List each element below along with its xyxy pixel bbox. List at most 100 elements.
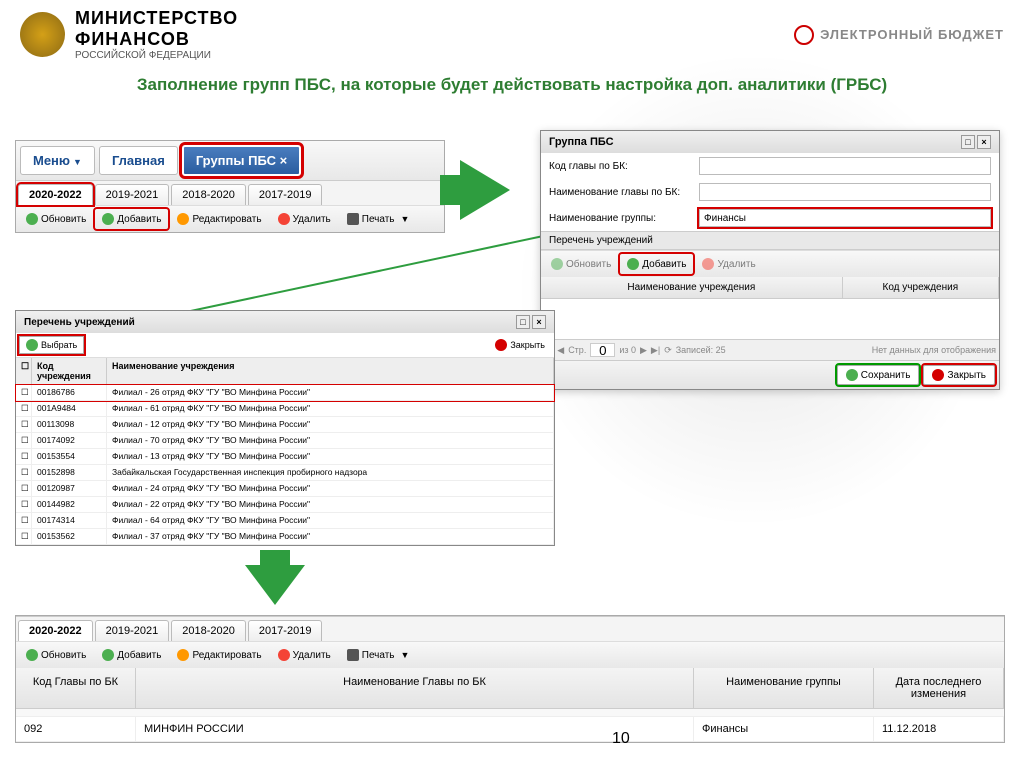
print-button-d[interactable]: Печать▼: [340, 645, 417, 665]
institutions-section-title: Перечень учреждений: [541, 231, 999, 250]
print-icon: [347, 213, 359, 225]
label-group-name: Наименование группы:: [549, 213, 699, 224]
menu-button[interactable]: Меню▼: [20, 146, 95, 175]
nav-panel: Меню▼ Главная Группы ПБС × 2020-2022 201…: [15, 140, 445, 233]
refresh-button[interactable]: Обновить: [19, 209, 93, 229]
tab-2020-2022[interactable]: 2020-2022: [18, 184, 93, 205]
res-col-code: Код Главы по БК: [16, 668, 136, 708]
input-code-bk[interactable]: [699, 157, 991, 175]
close-button-c[interactable]: Закрыть: [489, 337, 551, 353]
home-button[interactable]: Главная: [99, 146, 178, 175]
delete-button-d[interactable]: Удалить: [271, 645, 338, 665]
edit-button[interactable]: Редактировать: [170, 209, 268, 229]
result-row[interactable]: 092 МИНФИН РОССИИ Финансы 11.12.2018: [16, 717, 1004, 742]
institution-row[interactable]: ☐00153562Филиал - 37 отряд ФКУ "ГУ "ВО М…: [16, 529, 554, 545]
add-icon: [102, 213, 114, 225]
col-inst-name: Наименование учреждения: [541, 277, 843, 298]
close-icon[interactable]: ×: [977, 135, 991, 149]
delete-button-b[interactable]: Удалить: [695, 254, 762, 274]
institution-row[interactable]: ☐00153554Филиал - 13 отряд ФКУ "ГУ "ВО М…: [16, 449, 554, 465]
institution-row[interactable]: ☐00152898Забайкальская Государственная и…: [16, 465, 554, 481]
col-name: Наименование учреждения: [107, 358, 554, 384]
res-col-name: Наименование Главы по БК: [136, 668, 694, 708]
ministry-emblem-icon: [20, 12, 65, 57]
add-button-b[interactable]: Добавить: [620, 254, 693, 274]
close-button[interactable]: Закрыть: [923, 365, 995, 385]
pager: |◀◀ Стр. из 0 ▶▶|⟳ Записей: 25 Нет данны…: [541, 339, 999, 360]
input-name-bk[interactable]: [699, 183, 991, 201]
res-code: 092: [16, 717, 136, 741]
save-button[interactable]: Сохранить: [837, 365, 920, 385]
institution-row[interactable]: ☐001А9484Филиал - 61 отряд ФКУ "ГУ "ВО М…: [16, 401, 554, 417]
tab-2019-2021[interactable]: 2019-2021: [95, 184, 170, 205]
result-panel: 2020-2022 2019-2021 2018-2020 2017-2019 …: [15, 615, 1005, 743]
close-icon[interactable]: ×: [532, 315, 546, 329]
res-col-date: Дата последнего изменения: [874, 668, 1004, 708]
tab-d-2019[interactable]: 2019-2021: [95, 620, 170, 641]
input-group-name[interactable]: [699, 209, 991, 227]
refresh-icon: [26, 649, 38, 661]
ok-icon: [846, 369, 858, 381]
refresh-icon: [551, 258, 563, 270]
maximize-icon[interactable]: □: [516, 315, 530, 329]
tab-d-2020[interactable]: 2020-2022: [18, 620, 93, 641]
checkbox-all[interactable]: ☐: [16, 358, 32, 384]
tab-d-2017[interactable]: 2017-2019: [248, 620, 323, 641]
inst-dialog-title: Перечень учреждений: [24, 317, 135, 328]
delete-icon: [278, 649, 290, 661]
tab-d-2018[interactable]: 2018-2020: [171, 620, 246, 641]
institution-row[interactable]: ☐00113098Филиал - 12 отряд ФКУ "ГУ "ВО М…: [16, 417, 554, 433]
groups-pbs-button[interactable]: Группы ПБС ×: [182, 145, 301, 176]
year-tabs-a: 2020-2022 2019-2021 2018-2020 2017-2019: [16, 180, 444, 205]
arrow-down-icon: [245, 565, 305, 605]
institution-row[interactable]: ☐00174314Филиал - 64 отряд ФКУ "ГУ "ВО М…: [16, 513, 554, 529]
label-code-bk: Код главы по БК:: [549, 161, 699, 172]
col-inst-code: Код учреждения: [843, 277, 999, 298]
res-date: 11.12.2018: [874, 717, 1004, 741]
ministry-subtitle: РОССИЙСКОЙ ФЕДЕРАЦИИ: [75, 50, 238, 61]
eb-logo-icon: [794, 25, 814, 45]
tab-2017-2019[interactable]: 2017-2019: [248, 184, 323, 205]
tab-2018-2020[interactable]: 2018-2020: [171, 184, 246, 205]
arrow-right-icon: [460, 160, 510, 220]
add-button[interactable]: Добавить: [95, 209, 168, 229]
refresh-button-b[interactable]: Обновить: [544, 254, 618, 274]
refresh-button-d[interactable]: Обновить: [19, 645, 93, 665]
res-name: МИНФИН РОССИИ: [136, 717, 694, 741]
col-code: Код учреждения: [32, 358, 107, 384]
print-icon: [347, 649, 359, 661]
select-button[interactable]: Выбрать: [19, 336, 84, 354]
dialog-title: Группа ПБС: [549, 136, 614, 148]
close-icon: [495, 339, 507, 351]
add-button-d[interactable]: Добавить: [95, 645, 168, 665]
add-icon: [102, 649, 114, 661]
header: МИНИСТЕРСТВО ФИНАНСОВ РОССИЙСКОЙ ФЕДЕРАЦ…: [0, 0, 1024, 69]
ok-icon: [26, 339, 38, 351]
pager-page-input[interactable]: [590, 343, 615, 357]
institution-row[interactable]: ☐00144982Филиал - 22 отряд ФКУ "ГУ "ВО М…: [16, 497, 554, 513]
edit-icon: [177, 649, 189, 661]
institution-row[interactable]: ☐00120987Филиал - 24 отряд ФКУ "ГУ "ВО М…: [16, 481, 554, 497]
page-title: Заполнение групп ПБС, на которые будет д…: [0, 74, 1024, 96]
institution-row[interactable]: ☐00174092Филиал - 70 отряд ФКУ "ГУ "ВО М…: [16, 433, 554, 449]
delete-icon: [278, 213, 290, 225]
res-col-group: Наименование группы: [694, 668, 874, 708]
ministry-title-2: ФИНАНСОВ: [75, 29, 238, 50]
empty-grid: [541, 299, 999, 339]
maximize-icon[interactable]: □: [961, 135, 975, 149]
institutions-list-dialog: Перечень учреждений □ × Выбрать Закрыть …: [15, 310, 555, 546]
institution-row[interactable]: ☐00186786Филиал - 26 отряд ФКУ "ГУ "ВО М…: [16, 385, 554, 401]
res-group: Финансы: [694, 717, 874, 741]
year-tabs-d: 2020-2022 2019-2021 2018-2020 2017-2019: [16, 616, 1004, 641]
print-button[interactable]: Печать▼: [340, 209, 417, 229]
close-icon: [932, 369, 944, 381]
edit-button-d[interactable]: Редактировать: [170, 645, 268, 665]
refresh-icon: [26, 213, 38, 225]
delete-button[interactable]: Удалить: [271, 209, 338, 229]
ministry-title: МИНИСТЕРСТВО: [75, 8, 238, 29]
eb-text: ЭЛЕКТРОННЫЙ БЮДЖЕТ: [820, 27, 1004, 42]
label-name-bk: Наименование главы по БК:: [549, 187, 699, 198]
add-icon: [627, 258, 639, 270]
delete-icon: [702, 258, 714, 270]
edit-icon: [177, 213, 189, 225]
